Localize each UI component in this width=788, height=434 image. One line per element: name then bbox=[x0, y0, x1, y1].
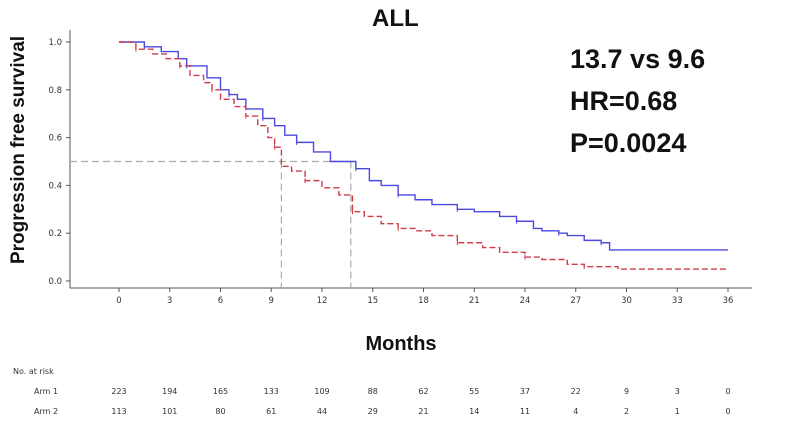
series-line-arm-2 bbox=[119, 41, 728, 270]
x-tick-label: 3 bbox=[167, 296, 172, 306]
survival-curves bbox=[119, 41, 728, 270]
risk-value: 223 bbox=[111, 387, 126, 396]
x-tick-label: 9 bbox=[269, 296, 274, 306]
risk-value: 109 bbox=[314, 387, 329, 396]
risk-value: 101 bbox=[162, 407, 177, 416]
x-axis-label: Months bbox=[365, 333, 436, 355]
y-tick-label: 0.8 bbox=[48, 86, 62, 96]
x-tick-label: 21 bbox=[469, 296, 480, 306]
risk-value: 22 bbox=[571, 387, 581, 396]
x-tick-label: 33 bbox=[672, 296, 683, 306]
x-tick-label: 27 bbox=[570, 296, 581, 306]
risk-value: 3 bbox=[675, 387, 680, 396]
y-axis-label: Progression free survival bbox=[8, 36, 29, 264]
risk-row-label-arm1: Arm 1 bbox=[34, 387, 58, 396]
p-value: P=0.0024 bbox=[570, 128, 686, 158]
risk-value: 165 bbox=[213, 387, 228, 396]
risk-value: 55 bbox=[469, 387, 479, 396]
risk-value: 37 bbox=[520, 387, 530, 396]
y-tick-label: 0.0 bbox=[48, 277, 62, 287]
risk-table-header: No. at risk bbox=[13, 367, 54, 376]
y-tick-label: 0.6 bbox=[48, 134, 62, 144]
risk-value: 80 bbox=[215, 407, 225, 416]
risk-value: 133 bbox=[264, 387, 279, 396]
risk-value: 1 bbox=[675, 407, 680, 416]
x-tick-label: 12 bbox=[317, 296, 328, 306]
x-tick-label: 0 bbox=[116, 296, 121, 306]
median-guides bbox=[70, 160, 352, 288]
risk-value: 113 bbox=[111, 407, 126, 416]
x-tick-label: 30 bbox=[621, 296, 632, 306]
risk-value: 0 bbox=[725, 387, 730, 396]
risk-value: 88 bbox=[368, 387, 378, 396]
axis-ticks: 0 3 6 9 12 15 18 21 24 27 30 33 360.00.20.40.60.81.0 bbox=[48, 38, 733, 306]
y-tick-label: 0.2 bbox=[48, 229, 62, 239]
risk-value: 194 bbox=[162, 387, 177, 396]
chart-title: ALL bbox=[372, 5, 419, 32]
risk-value: 2 bbox=[624, 407, 629, 416]
y-tick-label: 1.0 bbox=[48, 38, 62, 48]
risk-value: 21 bbox=[418, 407, 428, 416]
x-tick-label: 36 bbox=[723, 296, 734, 306]
risk-value: 61 bbox=[266, 407, 276, 416]
risk-value: 9 bbox=[624, 387, 629, 396]
median-comparison: 13.7 vs 9.6 bbox=[570, 44, 705, 74]
y-tick-label: 0.4 bbox=[48, 181, 62, 191]
hazard-ratio: HR=0.68 bbox=[570, 86, 677, 116]
risk-value: 44 bbox=[317, 407, 327, 416]
risk-row-label-arm2: Arm 2 bbox=[34, 407, 58, 416]
risk-value: 14 bbox=[469, 407, 479, 416]
x-tick-label: 24 bbox=[520, 296, 531, 306]
risk-value: 0 bbox=[725, 407, 730, 416]
x-tick-label: 6 bbox=[218, 296, 223, 306]
risk-value: 29 bbox=[368, 407, 378, 416]
x-tick-label: 15 bbox=[367, 296, 378, 306]
risk-value: 4 bbox=[573, 407, 578, 416]
risk-value: 62 bbox=[418, 387, 428, 396]
x-tick-label: 18 bbox=[418, 296, 429, 306]
series-line-arm-1 bbox=[119, 41, 728, 251]
risk-value: 11 bbox=[520, 407, 530, 416]
